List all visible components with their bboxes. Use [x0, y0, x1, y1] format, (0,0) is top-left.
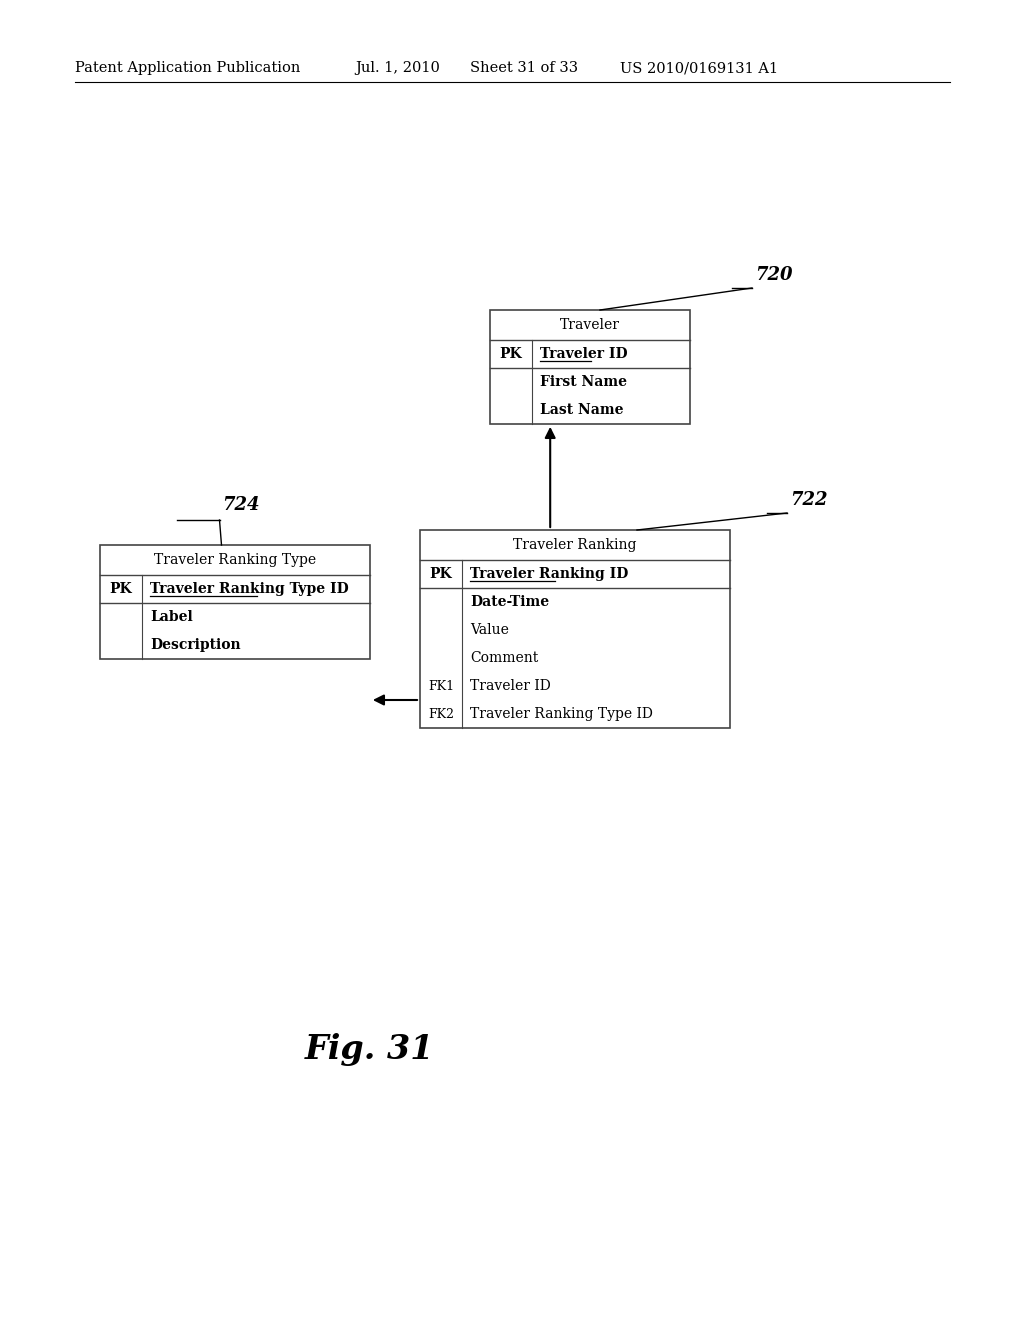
Text: US 2010/0169131 A1: US 2010/0169131 A1: [620, 61, 778, 75]
Text: 722: 722: [790, 491, 827, 510]
Text: PK: PK: [500, 347, 522, 360]
Text: 720: 720: [755, 267, 793, 284]
Text: Sheet 31 of 33: Sheet 31 of 33: [470, 61, 579, 75]
Bar: [490, 310, 690, 424]
Bar: [100, 545, 370, 659]
Text: Description: Description: [150, 638, 241, 652]
Text: Traveler Ranking ID: Traveler Ranking ID: [470, 568, 629, 581]
Text: Jul. 1, 2010: Jul. 1, 2010: [355, 61, 440, 75]
Text: Label: Label: [150, 610, 193, 624]
Text: Fig. 31: Fig. 31: [305, 1034, 435, 1067]
Text: Traveler ID: Traveler ID: [540, 347, 628, 360]
Text: First Name: First Name: [540, 375, 627, 389]
Text: PK: PK: [430, 568, 453, 581]
Text: Traveler: Traveler: [560, 318, 620, 333]
Text: Traveler Ranking Type: Traveler Ranking Type: [154, 553, 316, 568]
Text: Last Name: Last Name: [540, 403, 624, 417]
Text: Traveler ID: Traveler ID: [470, 678, 551, 693]
Text: Date-Time: Date-Time: [470, 595, 549, 609]
Text: Value: Value: [470, 623, 509, 638]
Text: PK: PK: [110, 582, 132, 597]
Text: Patent Application Publication: Patent Application Publication: [75, 61, 300, 75]
Text: FK1: FK1: [428, 680, 454, 693]
Text: Traveler Ranking Type ID: Traveler Ranking Type ID: [470, 708, 653, 721]
Text: Comment: Comment: [470, 651, 539, 665]
Text: Traveler Ranking: Traveler Ranking: [513, 539, 637, 552]
Text: 724: 724: [222, 496, 260, 513]
Bar: [420, 531, 730, 729]
Text: Traveler Ranking Type ID: Traveler Ranking Type ID: [150, 582, 349, 597]
Text: FK2: FK2: [428, 708, 454, 721]
